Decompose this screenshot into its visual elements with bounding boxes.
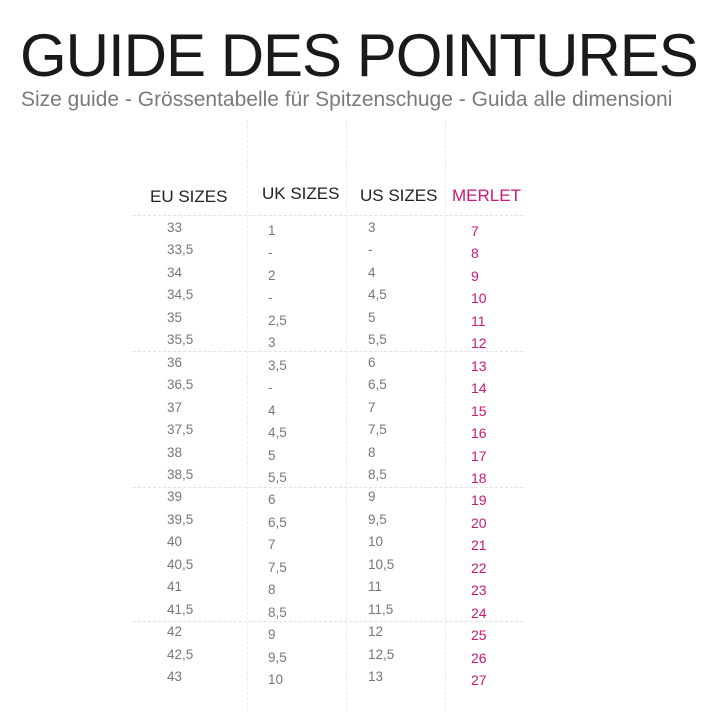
cell-uk: - (268, 380, 273, 396)
cell-uk: 5,5 (268, 469, 287, 485)
cell-merlet: 27 (471, 672, 487, 688)
cell-merlet: 23 (471, 582, 487, 599)
cell-eu: 33,5 (167, 242, 194, 258)
cell-merlet: 7 (471, 223, 479, 239)
cell-eu: 34 (167, 264, 183, 280)
column-divider (445, 120, 446, 710)
cell-us: 11 (368, 579, 383, 595)
cell-merlet: 16 (471, 425, 487, 442)
cell-eu: 35,5 (167, 332, 194, 348)
cell-merlet: 13 (471, 357, 487, 374)
cell-uk: 6,5 (268, 514, 287, 530)
cell-us: 6,5 (368, 377, 387, 393)
cell-merlet: 20 (471, 514, 487, 531)
cell-merlet: 12 (471, 335, 487, 352)
cell-eu: 34,5 (167, 287, 194, 303)
row-divider (133, 621, 523, 622)
cell-uk: 4,5 (268, 425, 287, 441)
cell-merlet: 22 (471, 559, 487, 576)
cell-merlet: 19 (471, 492, 487, 509)
cell-merlet: 26 (471, 649, 487, 666)
cell-us: 3 (368, 220, 376, 235)
header-merlet: MERLET (452, 186, 521, 205)
cell-us: 4 (368, 264, 376, 280)
cell-merlet: 17 (471, 447, 487, 464)
cell-us: - (368, 242, 373, 258)
cell-uk: 8 (268, 582, 276, 598)
cell-us: 12 (368, 624, 384, 640)
row-divider (133, 487, 523, 488)
page-subtitle: Size guide - Grössentabelle für Spitzens… (21, 88, 673, 111)
cell-uk: 7 (268, 537, 276, 553)
cell-eu: 37 (167, 399, 183, 415)
cell-merlet: 24 (471, 604, 487, 621)
cell-uk: 4 (268, 402, 276, 418)
cell-us: 10 (368, 534, 384, 550)
cell-us: 9 (368, 489, 376, 505)
cell-eu: 37,5 (167, 422, 194, 438)
cell-us: 8 (368, 444, 376, 460)
cell-merlet: 11 (471, 312, 486, 329)
cell-uk: 10 (268, 672, 284, 687)
cell-us: 4,5 (368, 287, 387, 303)
cell-eu: 41 (167, 579, 183, 595)
cell-us: 13 (368, 669, 384, 684)
cell-merlet: 18 (471, 469, 487, 486)
cell-uk: 9 (268, 627, 276, 643)
cell-us: 9,5 (368, 511, 387, 527)
cell-eu: 33 (167, 220, 183, 235)
cell-uk: - (268, 290, 273, 306)
header-uk: UK SIZES (262, 184, 340, 203)
cell-merlet: 8 (471, 245, 479, 262)
page-title: GUIDE DES POINTURES (20, 22, 699, 89)
cell-eu: 40 (167, 534, 183, 550)
cell-eu: 36,5 (167, 377, 194, 393)
cell-merlet: 10 (471, 290, 487, 307)
cell-us: 5,5 (368, 332, 387, 348)
cell-eu: 35 (167, 309, 183, 325)
cell-us: 5 (368, 309, 376, 325)
cell-us: 7 (368, 399, 376, 415)
cell-eu: 41,5 (167, 601, 194, 617)
header-eu: EU SIZES (150, 187, 228, 206)
cell-eu: 38 (167, 444, 183, 460)
cell-merlet: 21 (471, 537, 487, 554)
cell-us: 6 (368, 354, 376, 370)
cell-eu: 42,5 (167, 646, 194, 662)
cell-eu: 39 (167, 489, 183, 505)
cell-us: 10,5 (368, 556, 395, 572)
cell-eu: 43 (167, 669, 183, 684)
cell-us: 12,5 (368, 646, 395, 662)
row-divider (133, 351, 523, 352)
cell-us: 7,5 (368, 422, 387, 438)
cell-merlet: 15 (471, 402, 487, 419)
cell-uk: 9,5 (268, 649, 287, 665)
cell-uk: 2 (268, 267, 276, 283)
cell-us: 8,5 (368, 466, 387, 482)
column-divider (346, 120, 347, 710)
cell-uk: 3,5 (268, 357, 287, 373)
cell-uk: 7,5 (268, 559, 287, 575)
cell-uk: 5 (268, 447, 276, 463)
cell-eu: 39,5 (167, 511, 194, 527)
row-divider (133, 215, 523, 216)
cell-us: 11,5 (368, 601, 394, 617)
cell-merlet: 25 (471, 627, 487, 644)
cell-uk: 8,5 (268, 604, 287, 620)
cell-uk: 2,5 (268, 312, 287, 328)
cell-uk: - (268, 245, 273, 261)
cell-merlet: 14 (471, 380, 487, 397)
cell-eu: 36 (167, 354, 183, 370)
cell-eu: 38,5 (167, 466, 194, 482)
cell-uk: 6 (268, 492, 276, 508)
cell-eu: 42 (167, 624, 183, 640)
cell-uk: 1 (268, 223, 276, 238)
column-divider (247, 120, 248, 710)
cell-merlet: 9 (471, 267, 479, 284)
cell-eu: 40,5 (167, 556, 194, 572)
cell-uk: 3 (268, 335, 276, 351)
header-us: US SIZES (360, 186, 438, 205)
